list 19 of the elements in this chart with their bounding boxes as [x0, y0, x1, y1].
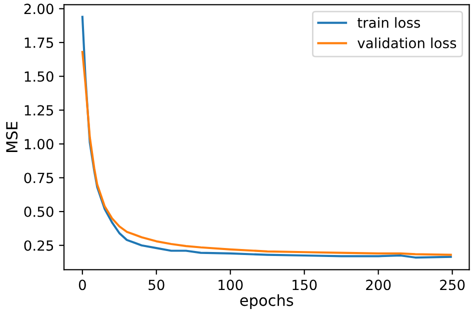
- y-tick-label: 0.75: [24, 172, 54, 184]
- legend-label: train loss: [358, 17, 420, 28]
- x-axis-title: epochs: [240, 294, 294, 310]
- y-tick-label: 0.50: [24, 206, 54, 218]
- y-tick-label: 1.50: [24, 71, 54, 82]
- y-tick-label: 1.75: [24, 38, 54, 48]
- legend-label: validation loss: [358, 38, 456, 48]
- y-tick-label: 2.00: [24, 4, 54, 14]
- x-tick-label: 250: [440, 280, 465, 290]
- x-tick-label: 100: [218, 280, 243, 290]
- x-tick-label: 50: [148, 280, 164, 290]
- line-series: [81, 50, 452, 256]
- y-tick-label: 0.25: [24, 240, 54, 251]
- x-tick-label: 0: [78, 280, 86, 290]
- x-tick-label: 200: [366, 280, 391, 290]
- y-tick-label: 1.00: [24, 138, 54, 150]
- x-tick-label: 150: [292, 280, 317, 290]
- y-tick-label: 1.25: [24, 105, 54, 116]
- y-axis-title: MSE: [6, 122, 18, 152]
